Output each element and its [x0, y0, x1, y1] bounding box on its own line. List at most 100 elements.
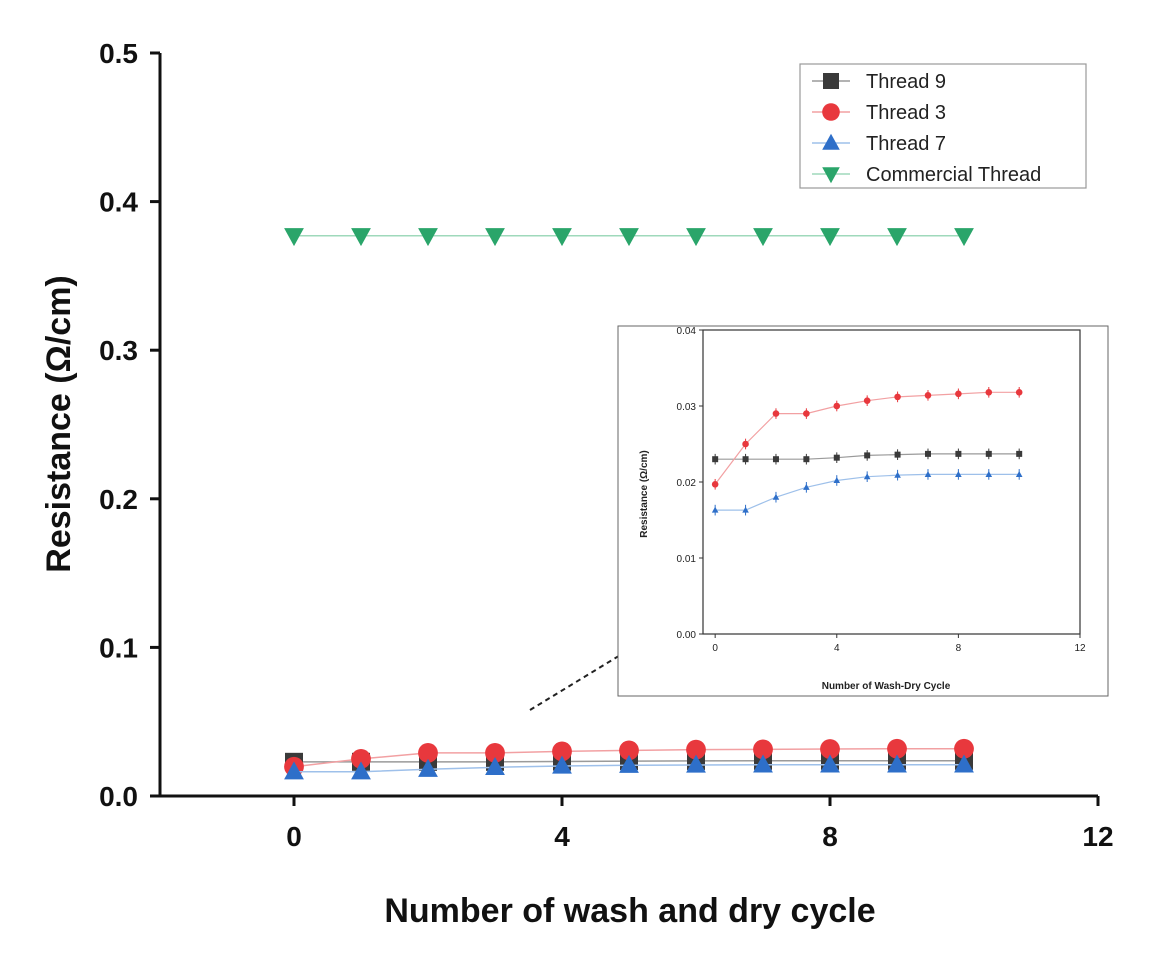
inset-data-point	[1015, 389, 1023, 396]
data-point	[485, 756, 505, 775]
legend-label: Thread 7	[866, 133, 946, 155]
legend-label: Thread 9	[866, 71, 946, 93]
main-x-tick-label: 8	[822, 821, 838, 852]
inset-series-thread-3	[711, 387, 1023, 490]
inset-x-tick-label: 0	[712, 643, 718, 654]
data-point	[619, 754, 639, 773]
inset-pointer-arrow	[529, 648, 632, 711]
inset-data-point	[894, 471, 901, 478]
inset-data-point	[711, 480, 719, 488]
main-x-tick-label: 0	[286, 821, 302, 852]
inset-data-point	[772, 456, 779, 463]
data-point	[418, 228, 438, 247]
inset-series-thread-9	[712, 448, 1023, 465]
main-axes-frame	[158, 53, 1098, 798]
main-series-group	[284, 228, 974, 780]
data-point	[753, 228, 773, 247]
main-x-tick-label: 4	[554, 821, 570, 852]
data-point	[887, 228, 907, 247]
data-point	[753, 754, 773, 773]
data-point	[686, 228, 706, 247]
data-point	[619, 740, 639, 761]
inset-series-group	[711, 387, 1023, 516]
inset-y-tick-label: 0.00	[677, 630, 697, 641]
data-point	[619, 228, 639, 247]
legend-marker	[823, 73, 839, 89]
inset-data-point	[985, 470, 993, 477]
main-y-tick-label: 0.1	[99, 632, 138, 663]
inset-data-point	[955, 450, 962, 457]
legend-entry: Thread 9	[812, 71, 946, 93]
legend-entry: Thread 3	[812, 102, 946, 124]
main-x-tick-label: 12	[1082, 821, 1113, 852]
data-point	[284, 761, 304, 780]
data-point	[351, 228, 371, 247]
inset-data-point	[1016, 450, 1023, 457]
inset-data-point	[924, 450, 931, 457]
inset-data-point	[833, 477, 841, 484]
inset-data-point	[742, 456, 749, 463]
inset-data-point	[742, 506, 749, 513]
inset-data-point	[833, 454, 840, 461]
data-point	[820, 228, 840, 247]
legend-entry: Commercial Thread	[812, 164, 1041, 186]
data-point	[954, 228, 974, 247]
data-point	[954, 754, 974, 773]
legend-label: Commercial Thread	[866, 164, 1041, 186]
inset-data-point	[985, 450, 992, 457]
data-point	[418, 743, 438, 763]
inset-data-point	[803, 456, 810, 463]
inset-data-point	[772, 493, 780, 500]
legend-entry: Thread 7	[812, 133, 946, 155]
data-point	[753, 739, 773, 760]
data-point	[351, 761, 371, 780]
series-commercial-thread	[284, 228, 974, 247]
inset-x-tick-label: 12	[1074, 643, 1086, 654]
data-point	[552, 741, 572, 762]
inset-series-thread-7	[711, 469, 1023, 516]
main-x-axis-title: Number of wash and dry cycle	[384, 892, 875, 930]
inset-data-point	[924, 392, 932, 399]
data-point	[418, 758, 438, 777]
inset-x-tick-label: 4	[834, 643, 840, 654]
legend-box	[799, 63, 1087, 189]
data-point	[284, 228, 304, 247]
inset-data-point	[864, 452, 871, 459]
main-y-tick-label: 0.5	[99, 38, 138, 69]
data-point	[820, 739, 840, 759]
data-point	[552, 755, 572, 774]
inset-data-point	[863, 473, 871, 480]
inset-y-tick-label: 0.03	[677, 402, 697, 413]
inset-data-point	[742, 440, 749, 448]
inset-x-axis-title: Number of Wash-Dry Cycle	[822, 681, 951, 692]
main-axis-ticks: 0 4 8 12 0.0 0.1 0.2 0.3 0.4 0.5	[99, 38, 1114, 852]
inset-x-tick-label: 8	[956, 643, 962, 654]
data-point	[686, 739, 706, 760]
data-point	[485, 743, 505, 763]
inset-data-point	[833, 402, 841, 410]
main-y-tick-label: 0.4	[99, 187, 138, 218]
main-y-tick-label: 0.2	[99, 484, 138, 515]
inset-data-point	[955, 390, 962, 398]
data-point	[552, 228, 572, 247]
inset-data-point	[894, 393, 901, 401]
data-point	[485, 228, 505, 247]
legend-marker	[822, 103, 840, 121]
inset-y-tick-label: 0.04	[677, 326, 697, 337]
data-point	[887, 754, 907, 773]
legend: Thread 9 Thread 3 Thread 7 Commercial Threa…	[799, 63, 1087, 189]
main-y-axis-title: Resistance (Ω/cm)	[40, 275, 78, 572]
inset-axis-ticks: 0 4 8 12 0.00 0.01 0.02 0.03 0.04	[677, 326, 1086, 654]
main-y-tick-label: 0.0	[99, 781, 138, 812]
main-y-tick-label: 0.3	[99, 335, 138, 366]
data-point	[954, 738, 974, 759]
inset-chart: 0 4 8 12 0.00 0.01 0.02 0.03 0.04 Number of Wash…	[617, 325, 1109, 697]
inset-data-point	[985, 389, 993, 396]
data-point	[351, 748, 371, 769]
inset-data-point	[1015, 470, 1023, 477]
inset-y-axis-title: Resistance (Ω/cm)	[639, 450, 650, 538]
inset-data-point	[955, 470, 962, 477]
legend-marker	[822, 133, 840, 150]
inset-data-point	[803, 410, 810, 417]
